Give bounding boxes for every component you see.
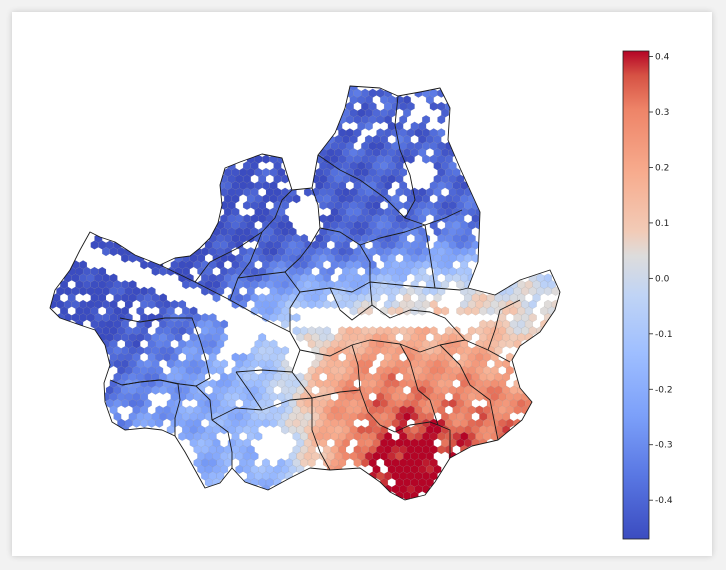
district-border bbox=[121, 379, 181, 436]
district-border bbox=[439, 344, 499, 441]
colorbar-tick-label: 0.0 bbox=[655, 274, 670, 284]
district-boundaries bbox=[49, 85, 561, 501]
district-border bbox=[351, 344, 396, 433]
district-border bbox=[394, 95, 416, 219]
district-border bbox=[424, 224, 436, 289]
district-border bbox=[291, 371, 313, 399]
colorbar-ticks: 0.4 0.3 0.2 0.1 0.0 -0.1 -0.2 -0.3 -0.4 bbox=[649, 53, 673, 506]
district-border bbox=[237, 231, 263, 279]
colorbar-gradient bbox=[622, 50, 650, 540]
hex-cell bbox=[262, 154, 270, 164]
hex-cell bbox=[437, 115, 446, 125]
hex-cell bbox=[406, 154, 415, 164]
city-outline bbox=[49, 85, 561, 501]
hex-cell bbox=[364, 121, 373, 131]
colorbar-tick-label: -0.1 bbox=[655, 330, 673, 340]
hex-cell bbox=[281, 319, 290, 329]
district-border bbox=[329, 287, 373, 321]
district-border bbox=[211, 397, 331, 471]
hex-cell bbox=[307, 458, 316, 468]
district-border bbox=[359, 209, 463, 246]
district-border bbox=[311, 389, 361, 399]
colorbar-tick-label: 0.4 bbox=[655, 53, 670, 63]
district-border bbox=[487, 299, 521, 351]
district-border bbox=[235, 371, 263, 411]
colorbar-tick-label: -0.2 bbox=[655, 385, 673, 395]
district-border bbox=[399, 343, 451, 458]
hex-cell bbox=[441, 306, 450, 316]
district-border bbox=[299, 339, 511, 363]
colorbar-tick-label: -0.4 bbox=[655, 496, 673, 506]
colorbar-tick-label: 0.1 bbox=[655, 219, 669, 229]
district-border bbox=[394, 421, 439, 433]
district-border bbox=[317, 154, 426, 226]
colorbar-tick-label: 0.3 bbox=[655, 108, 669, 118]
district-border bbox=[229, 271, 301, 301]
colorbar-tick-label: 0.2 bbox=[655, 163, 669, 173]
colorbar-tick-label: -0.3 bbox=[655, 441, 673, 451]
district-border bbox=[195, 385, 233, 468]
hex-cell bbox=[155, 418, 164, 428]
colorbar: 0.4 0.3 0.2 0.1 0.0 -0.1 -0.2 -0.3 -0.4 bbox=[622, 50, 673, 540]
district-border bbox=[284, 187, 321, 273]
hex-cell bbox=[292, 313, 301, 323]
hex-cell bbox=[292, 194, 301, 204]
hex-cell bbox=[254, 431, 263, 441]
